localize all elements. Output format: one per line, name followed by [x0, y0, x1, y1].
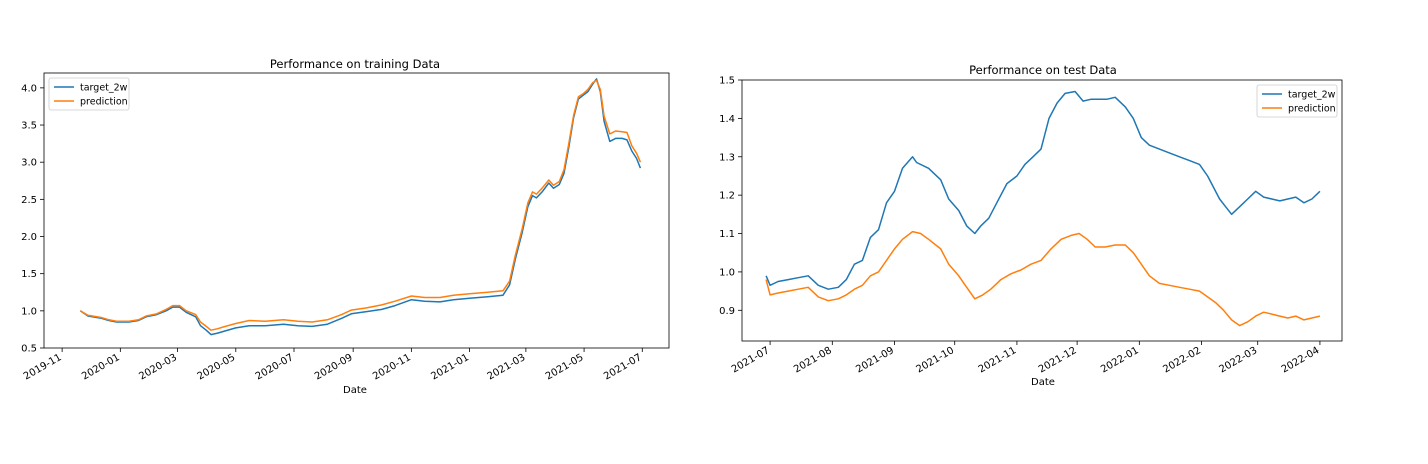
legend-label: prediction [1288, 104, 1336, 115]
x-axis-label: Date [343, 385, 367, 396]
x-tick-label: 2022-02 [1161, 345, 1203, 375]
x-axis-label: Date [1031, 377, 1055, 388]
x-tick-label: 2021-09 [854, 345, 896, 375]
legend-box [1256, 84, 1338, 118]
x-tick-label: 2021-01 [429, 352, 471, 382]
legend-label: prediction [80, 97, 128, 108]
plot-area: 0.5 1.0 1.5 2.0 2.5 3.0 3.5 4.0 2019-11 2020-01 20… [21, 72, 670, 382]
y-tick-label: 0.9 [719, 306, 735, 317]
training-chart: Performance on training Data Date 0.5 1.0… [21, 57, 670, 396]
x-tick-label: 2021-07 [730, 345, 772, 375]
y-tick-label: 4.0 [21, 83, 37, 94]
x-tick-label: 2021-03 [486, 352, 528, 382]
x-tick-label: 2020-07 [254, 352, 296, 382]
series-line-prediction [79, 79, 642, 331]
y-tick-label: 2.5 [21, 195, 37, 206]
x-tick-label: 2020-03 [137, 352, 179, 382]
x-tick-label: 2020-11 [371, 352, 413, 382]
x-tick-label: 2020-01 [80, 352, 122, 382]
x-tick-label: 2022-04 [1280, 345, 1322, 375]
series-line-target_2w [79, 78, 642, 336]
x-tick-label: 2022-01 [1099, 345, 1141, 375]
y-tick-label: 2.0 [21, 232, 37, 243]
y-tick-label: 1.3 [719, 152, 735, 163]
y-tick-label: 1.1 [719, 229, 735, 240]
axes-frame [43, 72, 670, 349]
x-tick-label: 2022-03 [1218, 345, 1260, 375]
chart-title: Performance on test Data [969, 63, 1117, 77]
x-tick-label: 2021-08 [792, 345, 834, 375]
y-tick-label: 1.4 [719, 114, 735, 125]
x-tick-label: 2020-09 [313, 352, 355, 382]
series-line-prediction [765, 230, 1321, 327]
y-tick-label: 3.5 [21, 121, 37, 132]
x-tick-label: 2021-10 [915, 345, 957, 375]
legend-label: target_2w [80, 83, 128, 94]
y-tick-label: 3.0 [21, 158, 37, 169]
legend-box [48, 77, 130, 111]
x-tick-label: 2020-05 [196, 352, 238, 382]
test-chart: Performance on test Data Date 0.9 1.0 1.1 1… [719, 63, 1343, 388]
legend-label: target_2w [1288, 90, 1336, 101]
x-tick-label: 2019-11 [22, 352, 64, 382]
x-tick-label: 2021-05 [544, 352, 586, 382]
x-tick-label: 2021-11 [977, 345, 1019, 375]
legend: target_2w prediction [1256, 84, 1338, 118]
axes-frame [741, 79, 1343, 342]
chart-title: Performance on training Data [270, 57, 440, 71]
y-tick-label: 1.0 [719, 267, 735, 278]
plot-area: 0.9 1.0 1.1 1.2 1.3 1.4 1.5 2021-07 2021-08 2021-… [719, 76, 1343, 375]
y-tick-label: 1.0 [21, 306, 37, 317]
legend: target_2w prediction [48, 77, 130, 111]
x-tick-label: 2021-12 [1037, 345, 1079, 375]
y-tick-label: 1.2 [719, 191, 735, 202]
y-tick-label: 1.5 [719, 76, 735, 87]
y-tick-label: 1.5 [21, 269, 37, 280]
series-line-target_2w [765, 90, 1321, 290]
x-tick-label: 2021-07 [602, 352, 644, 382]
y-tick-label: 0.5 [21, 344, 37, 355]
